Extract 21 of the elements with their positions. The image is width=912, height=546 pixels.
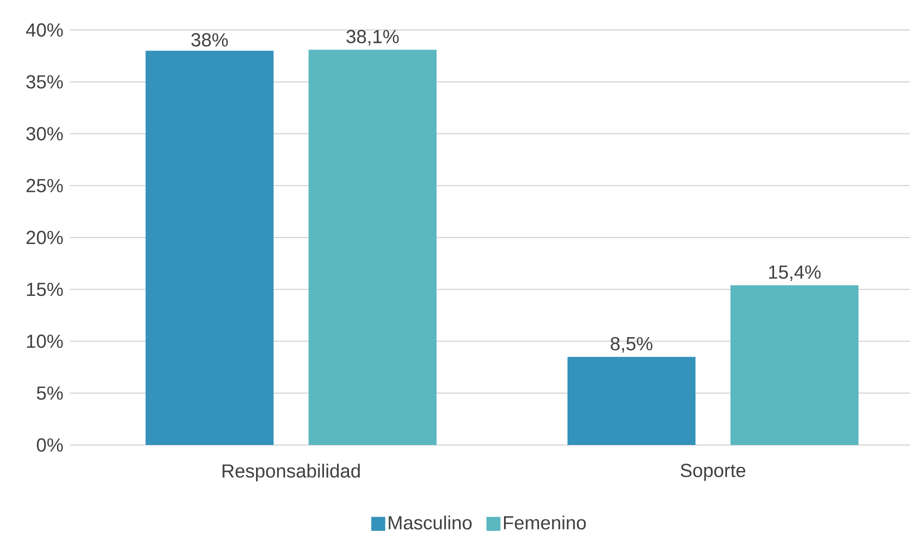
y-tick-label: 30% <box>26 127 63 140</box>
x-tick-label: Soporte <box>680 464 746 481</box>
data-label: 15,4% <box>769 265 821 282</box>
data-label: 8,5% <box>610 336 652 353</box>
bar <box>146 50 274 445</box>
x-tick-label: Responsabilidad <box>222 464 360 482</box>
y-tick-label: 25% <box>26 178 63 192</box>
bar <box>567 356 696 445</box>
y-tick-label: 20% <box>26 230 63 244</box>
y-tick-label: 35% <box>26 75 63 89</box>
bar <box>308 50 437 445</box>
y-tick-label: 10% <box>27 334 63 348</box>
y-tick-label: 5% <box>36 386 63 400</box>
bar <box>730 285 858 445</box>
legend-label: Masculino <box>388 516 472 530</box>
legend-label: Femenino <box>504 516 586 530</box>
data-label: 38% <box>191 33 228 47</box>
y-tick-label: 40% <box>26 23 63 37</box>
y-tick-label: 15% <box>27 282 63 296</box>
data-label: 38,1% <box>346 30 399 46</box>
y-tick-label: 0% <box>36 438 63 452</box>
